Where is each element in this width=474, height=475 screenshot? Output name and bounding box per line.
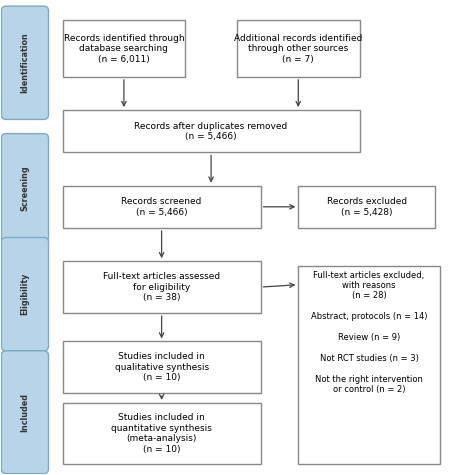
FancyBboxPatch shape <box>63 20 185 77</box>
Text: Records identified through
database searching
(n = 6,011): Records identified through database sear… <box>64 34 184 64</box>
FancyBboxPatch shape <box>1 6 48 119</box>
Text: Studies included in
qualitative synthesis
(n = 10): Studies included in qualitative synthesi… <box>115 352 209 382</box>
FancyBboxPatch shape <box>63 403 261 464</box>
Text: Additional records identified
through other sources
(n = 7): Additional records identified through ot… <box>234 34 363 64</box>
Text: Eligibility: Eligibility <box>20 273 29 315</box>
Text: Records after duplicates removed
(n = 5,466): Records after duplicates removed (n = 5,… <box>135 122 288 141</box>
FancyBboxPatch shape <box>1 133 48 242</box>
FancyBboxPatch shape <box>63 342 261 393</box>
FancyBboxPatch shape <box>63 261 261 313</box>
FancyBboxPatch shape <box>63 110 359 152</box>
Text: Full-text articles assessed
for eligibility
(n = 38): Full-text articles assessed for eligibil… <box>103 272 220 302</box>
FancyBboxPatch shape <box>298 186 435 228</box>
Text: Records excluded
(n = 5,428): Records excluded (n = 5,428) <box>327 197 407 217</box>
Text: Identification: Identification <box>20 32 29 93</box>
FancyBboxPatch shape <box>237 20 359 77</box>
FancyBboxPatch shape <box>1 351 48 474</box>
Text: Studies included in
quantitative synthesis
(meta-analysis)
(n = 10): Studies included in quantitative synthes… <box>111 413 212 454</box>
FancyBboxPatch shape <box>298 266 439 464</box>
Text: Full-text articles excluded,
with reasons
(n = 28)

Abstract, protocols (n = 14): Full-text articles excluded, with reason… <box>310 271 427 394</box>
FancyBboxPatch shape <box>1 238 48 351</box>
FancyBboxPatch shape <box>63 186 261 228</box>
Text: Records screened
(n = 5,466): Records screened (n = 5,466) <box>121 197 202 217</box>
Text: Included: Included <box>20 393 29 432</box>
Text: Screening: Screening <box>20 165 29 211</box>
